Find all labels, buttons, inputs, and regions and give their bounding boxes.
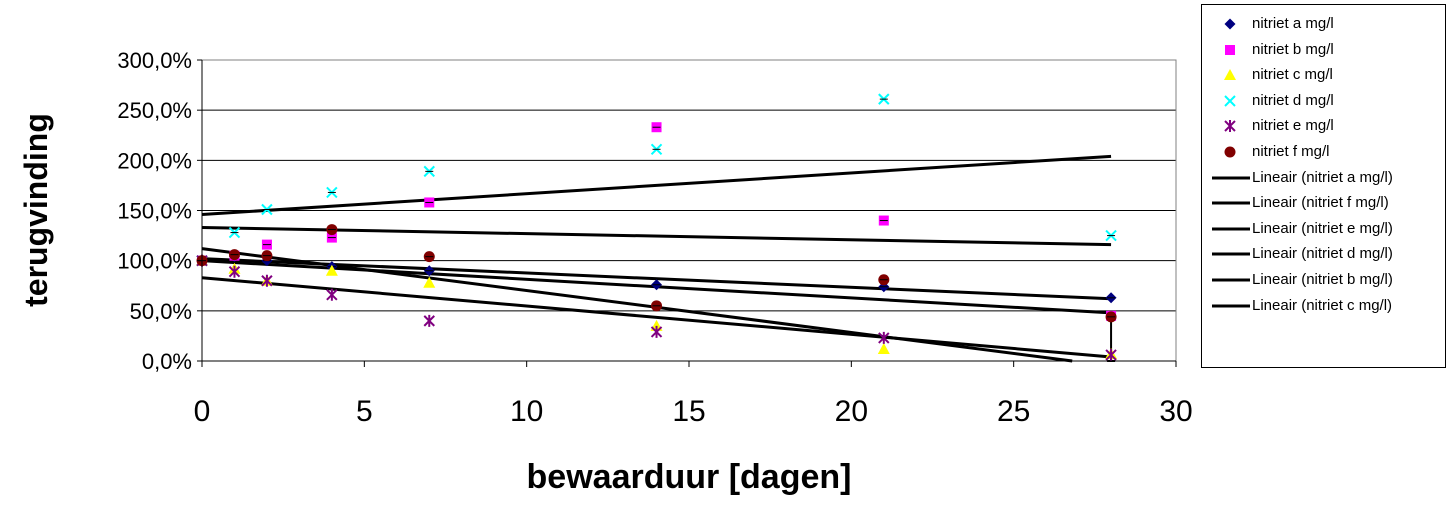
- trendline-4: [201, 154, 1112, 217]
- legend-label: nitriet e mg/l: [1252, 117, 1334, 135]
- legend-label: Lineair (nitriet b mg/l): [1252, 271, 1393, 288]
- legend-item: nitriet d mg/l: [1202, 89, 1447, 113]
- series-5: [196, 254, 1117, 361]
- legend-item: Lineair (nitriet e mg/l): [1202, 217, 1447, 241]
- legend-line: [1212, 252, 1250, 256]
- legend-marker-shape: [1224, 146, 1236, 158]
- grid-lines: [202, 59, 1176, 312]
- legend-marker: [1224, 18, 1236, 30]
- legend-label: Lineair (nitriet d mg/l): [1252, 245, 1393, 263]
- data-point: [228, 265, 241, 278]
- x-tick-labels: 0 5 10 15 20 25 30: [194, 395, 1193, 428]
- x-tick-label: 30: [1159, 395, 1192, 428]
- x-tick-label: 0: [194, 395, 211, 428]
- data-point: [1105, 348, 1117, 361]
- legend: nitriet a mg/l nitriet b mg/l nitriet c mg…: [1201, 4, 1446, 368]
- legend-label: Lineair (nitriet a mg/l): [1252, 168, 1393, 186]
- series-1: [196, 251, 1117, 304]
- data-point: [877, 342, 890, 354]
- legend-item: Lineair (nitriet d mg/l): [1202, 242, 1447, 266]
- legend-marker: [1224, 120, 1236, 133]
- y-tick-label: 250,0%: [117, 98, 192, 123]
- x-tick-label: 15: [672, 395, 705, 428]
- legend-item: Lineair (nitriet f mg/l): [1202, 191, 1447, 215]
- legend-marker-shape: [1225, 44, 1235, 55]
- data-point: [325, 264, 338, 276]
- x-tick-label: 5: [356, 395, 373, 428]
- legend-marker-shape: [1224, 120, 1236, 133]
- y-tick-label: 50,0%: [130, 299, 192, 324]
- data-point: [650, 325, 663, 338]
- y-tick-label: 200,0%: [117, 148, 192, 173]
- legend-line: [1212, 278, 1250, 282]
- legend-item: Lineair (nitriet c mg/l): [1202, 294, 1447, 318]
- legend-marker-shape: [1224, 18, 1236, 30]
- x-tick-label: 20: [835, 395, 868, 428]
- legend-label: Lineair (nitriet f mg/l): [1252, 194, 1389, 212]
- x-tick-label: 10: [510, 395, 543, 428]
- legend-label: nitriet b mg/l: [1252, 40, 1334, 58]
- legend-label: Lineair (nitriet e mg/l): [1252, 219, 1393, 237]
- trendline-5: [201, 226, 1112, 247]
- legend-label: nitriet d mg/l: [1252, 91, 1334, 109]
- legend-marker: [1224, 95, 1236, 107]
- legend-item: nitriet b mg/l: [1202, 38, 1447, 62]
- legend-item: nitriet f mg/l: [1202, 140, 1447, 164]
- legend-line: [1212, 201, 1250, 205]
- legend-marker-shape: [1224, 95, 1236, 107]
- legend-line: [1212, 304, 1250, 308]
- series-6: [196, 224, 1117, 323]
- legend-marker: [1225, 44, 1235, 55]
- legend-marker: [1224, 69, 1236, 81]
- y-tick-label: 100,0%: [117, 249, 192, 274]
- legend-label: Lineair (nitriet c mg/l): [1252, 296, 1393, 314]
- y-axis-title: terugvinding: [18, 113, 54, 307]
- trendline-3: [201, 276, 1112, 359]
- axes: [197, 59, 1177, 367]
- data-point: [326, 288, 338, 301]
- legend-item: nitriet a mg/l: [1202, 12, 1447, 36]
- data-points: [196, 93, 1118, 361]
- legend-item: nitriet e mg/l: [1202, 114, 1447, 138]
- y-tick-label: 0,0%: [142, 349, 192, 374]
- trendline-1: [201, 257, 1112, 301]
- legend-marker: [1224, 146, 1236, 158]
- legend-marker-shape: [1224, 69, 1236, 81]
- legend-label: nitriet c mg/l: [1252, 66, 1333, 84]
- legend-item: Lineair (nitriet b mg/l): [1202, 268, 1447, 292]
- legend-label: nitriet f mg/l: [1252, 143, 1330, 160]
- x-tick-label: 25: [997, 395, 1030, 428]
- series-4: [196, 93, 1117, 267]
- legend-item: Lineair (nitriet a mg/l): [1202, 166, 1447, 190]
- legend-line: [1212, 176, 1250, 180]
- trendline-6: [201, 247, 1073, 363]
- data-point: [423, 314, 435, 327]
- data-point: [878, 331, 890, 344]
- legend-item: nitriet c mg/l: [1202, 63, 1447, 87]
- x-axis-title: bewaarduur [dagen]: [527, 458, 852, 496]
- y-tick-label: 300,0%: [117, 48, 192, 73]
- legend-label: nitriet a mg/l: [1252, 15, 1334, 32]
- data-point: [423, 276, 436, 288]
- y-tick-label: 150,0%: [117, 199, 192, 224]
- data-point: [261, 274, 273, 287]
- y-tick-labels: 0,0% 50,0% 100,0% 150,0% 200,0% 250,0% 300,0%: [117, 48, 192, 374]
- legend-line: [1212, 227, 1250, 231]
